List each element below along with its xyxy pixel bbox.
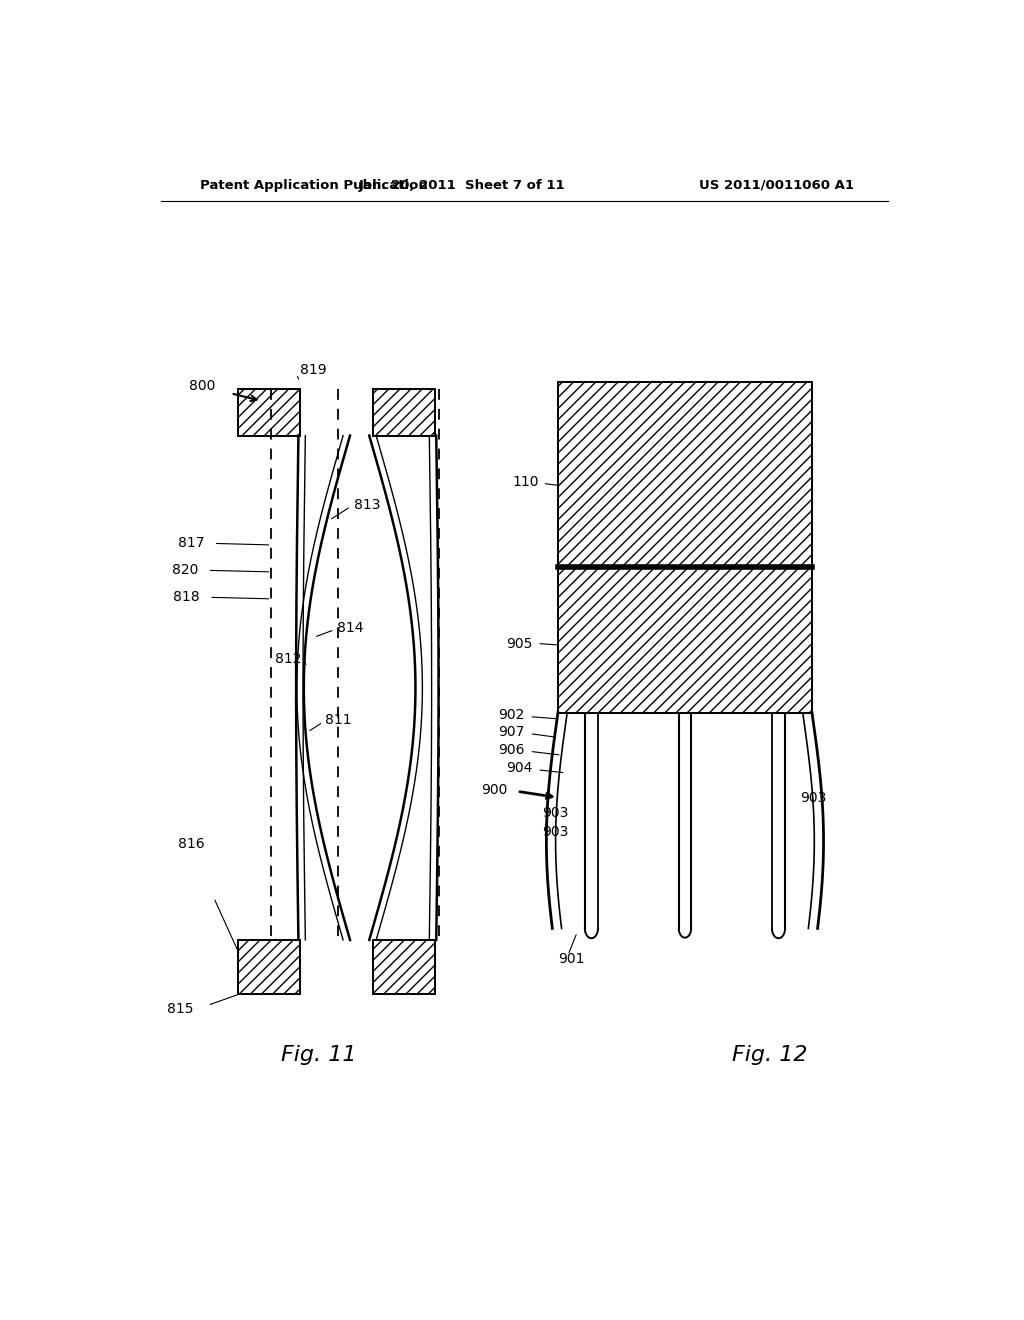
Text: 819: 819 [300,363,327,378]
Text: Patent Application Publication: Patent Application Publication [200,178,428,191]
Text: 906: 906 [499,743,524,756]
Bar [239,389,300,436]
Text: Fig. 11: Fig. 11 [282,1045,357,1065]
Text: US 2011/0011060 A1: US 2011/0011060 A1 [699,178,854,191]
Text: 800: 800 [188,379,215,392]
Bar [239,940,300,994]
Text: 907: 907 [499,725,524,739]
Text: 903: 903 [543,825,569,840]
Text: 816: 816 [178,837,205,850]
Text: 818: 818 [173,590,200,605]
Text: 813: 813 [354,498,380,512]
Text: Jan. 20, 2011  Sheet 7 of 11: Jan. 20, 2011 Sheet 7 of 11 [358,178,565,191]
Text: 904: 904 [506,762,532,775]
Text: 814: 814 [337,622,364,635]
Text: 815: 815 [167,1002,194,1016]
Text: 110: 110 [512,475,539,488]
Text: 811: 811 [325,714,351,727]
Text: 903: 903 [543,807,569,820]
Text: 900: 900 [481,783,508,797]
Bar [373,389,435,436]
Bar [373,389,435,436]
Bar [558,381,812,566]
Text: 902: 902 [499,708,524,722]
Bar [239,389,300,436]
Bar [558,381,812,566]
Text: 820: 820 [172,564,199,577]
Text: 905: 905 [506,636,532,651]
Bar [239,940,300,994]
Text: 817: 817 [178,536,205,550]
Bar [373,940,435,994]
Text: 903: 903 [801,791,826,804]
Text: Fig. 12: Fig. 12 [732,1045,807,1065]
Text: 812: 812 [275,652,301,665]
Bar [558,566,812,713]
Bar [558,566,812,713]
Bar [373,940,435,994]
Text: 901: 901 [558,952,585,966]
